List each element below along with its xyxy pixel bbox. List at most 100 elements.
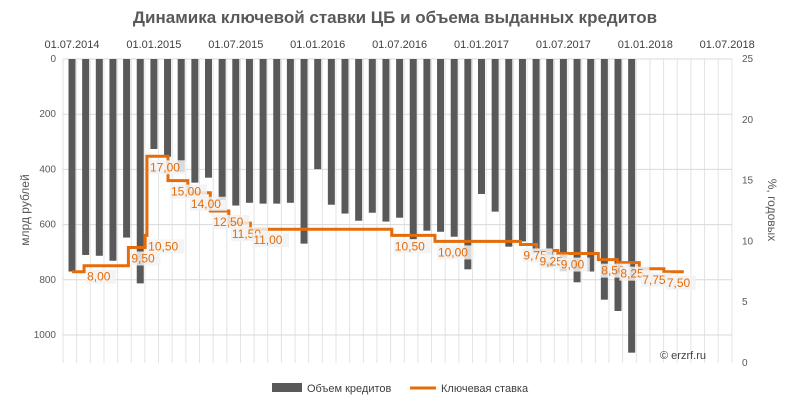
left-axis-tick: 400 [39,164,56,175]
key-rate-line [72,154,684,274]
credit-volume-bar [300,59,308,244]
credit-volume-bar [273,59,281,204]
credit-volume-bar [245,59,253,203]
rate-label-background [169,184,207,199]
credit-volume-bar [314,59,322,170]
watermark: © erzrf.ru [660,350,706,362]
left-axis-tick: 0 [50,54,56,65]
credit-volume-bar [628,59,636,353]
credit-volume-bar [559,59,567,272]
credit-volume-bar [396,59,404,218]
rate-data-label: 15,00 [171,185,201,199]
credit-volume-bar [518,59,526,242]
credit-volume-bar [177,59,185,172]
rate-data-label: 12,50 [213,215,243,229]
rate-data-label: 8,25 [620,267,644,281]
x-axis-date-tick: 01.07.2018 [700,39,755,51]
rate-label-background [189,196,227,211]
rate-data-label: 10,50 [148,239,178,253]
credit-volume-bar [123,59,131,238]
rate-data-label: 8,00 [87,270,111,284]
credit-volume-bar [546,59,554,267]
credit-volume-bar [437,59,445,232]
right-axis-tick: 20 [742,115,754,126]
rate-label-background [130,251,161,266]
x-axis-date-tick: 01.07.2014 [44,39,99,51]
rate-data-label: 10,00 [438,245,468,259]
rate-data-label: 17,00 [150,160,180,174]
x-axis-date-tick: 01.01.2018 [618,39,673,51]
credit-volume-bar [82,59,90,255]
credit-volume-bar [341,59,349,214]
left-axis-tick: 200 [39,109,56,120]
credit-volume-bar [409,59,417,240]
credit-volume-bar [614,59,622,311]
left-axis-tick: 1000 [34,330,57,341]
rate-data-label: 7,75 [642,273,666,287]
credit-volume-bar [68,59,76,272]
right-axis-tick: 15 [742,176,754,187]
x-axis-date-tick: 01.07.2016 [372,39,427,51]
credit-volume-bar [368,59,376,213]
legend-bar-swatch [272,383,302,392]
credit-volume-bar [532,59,540,254]
rate-data-label: 8,50 [601,264,625,278]
left-axis-tick: 800 [39,275,56,286]
rate-label-background [559,257,590,272]
credit-volume-bar [587,59,595,272]
credit-volume-bar [505,59,513,247]
right-axis-tick: 25 [742,54,754,65]
credit-volume-bar [95,59,103,256]
rate-data-label: 9,25 [540,255,564,269]
credit-volume-bar [136,59,144,284]
rate-data-label: 9,50 [131,251,155,265]
credit-volume-bar [478,59,485,194]
rate-label-background [147,239,185,254]
rate-data-label: 9,00 [561,258,585,272]
rate-data-label: 14,00 [191,197,221,211]
rate-label-background [148,160,186,175]
rate-label-background [665,275,696,290]
rate-data-label: 11,00 [253,233,282,247]
right-axis-tick: 10 [742,236,754,247]
left-axis-label: млрд рублей [18,174,32,245]
credit-volume-bar [382,59,390,222]
x-axis-date-tick: 01.01.2015 [126,39,181,51]
rate-label-background [86,269,117,284]
left-axis-tick: 600 [39,220,56,231]
credit-volume-bar [355,59,363,221]
credit-volume-bar [600,59,608,300]
credit-volume-bar [232,59,240,206]
legend-line-label: Ключевая ставка [441,383,529,395]
x-axis-date-tick: 01.01.2016 [290,39,345,51]
chart-title: Динамика ключевой ставки ЦБ и объема выд… [133,8,657,27]
x-axis-date-tick: 01.07.2017 [536,39,591,51]
credit-volume-bar [327,59,335,205]
right-axis-label: %, годовых [765,179,779,242]
x-axis-date-tick: 01.07.2015 [208,39,263,51]
credit-volume-bar [191,59,199,183]
credit-volume-bar [150,59,158,149]
rate-label-background [212,215,250,229]
credit-volume-bar [491,59,499,212]
x-axis-date-tick: 01.01.2017 [454,39,509,51]
rate-data-label: 7,50 [667,276,691,290]
legend: Объем кредитов Ключевая ставка [272,383,529,395]
legend-bar-label: Объем кредитов [307,383,392,395]
rate-label-background [436,245,474,260]
credit-volume-bar [109,59,117,261]
credit-volume-bar [205,59,212,178]
right-axis-tick: 0 [742,358,748,369]
credit-volume-bar [218,59,226,201]
credit-volume-bar [164,59,172,157]
rate-data-label: 10,50 [395,239,425,253]
right-axis-tick: 5 [742,297,748,308]
credit-volume-bar [464,59,472,270]
credit-volume-bar [286,59,294,203]
credit-volume-bar [573,59,581,283]
rate-label-background [393,239,431,254]
credit-volume-bar [259,59,267,204]
credit-volume-bar [450,59,458,237]
rate-label-background [252,233,290,248]
